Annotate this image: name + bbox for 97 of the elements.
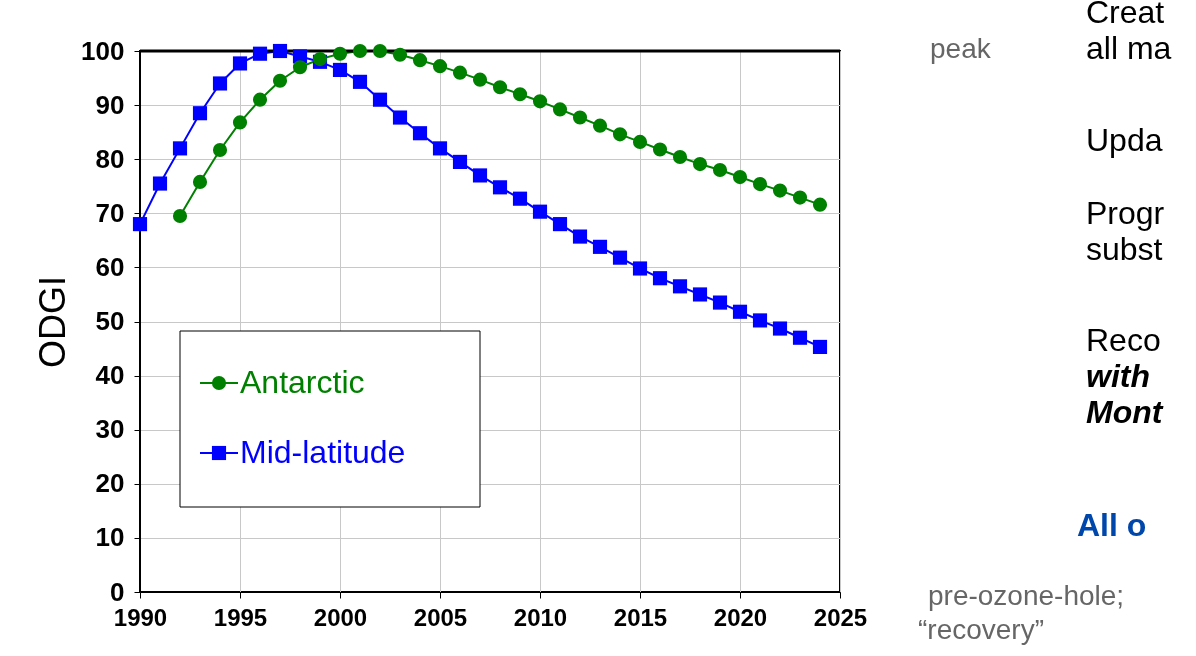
- point: [752, 313, 768, 328]
- point: [492, 180, 508, 195]
- y-tick-label: 20: [95, 468, 125, 499]
- point: [372, 92, 388, 107]
- point: [292, 60, 308, 75]
- point: [572, 110, 588, 125]
- y-axis-title: ODGI: [32, 275, 74, 369]
- point: [792, 330, 808, 345]
- point: [332, 62, 348, 78]
- point: [632, 134, 648, 149]
- x-tick-label: 2020: [713, 603, 768, 631]
- point: [172, 141, 188, 156]
- point: [632, 261, 648, 276]
- text: All o: [1077, 507, 1147, 543]
- y-tick-label: 40: [95, 360, 125, 391]
- x-tick-label: 2025: [813, 603, 868, 631]
- point: [772, 183, 788, 198]
- point: [172, 208, 188, 224]
- legend-label: Mid-latitude: [240, 434, 406, 470]
- text: Progr: [1086, 195, 1165, 231]
- text: subst: [1086, 231, 1163, 267]
- point: [372, 43, 388, 59]
- point: [252, 46, 268, 61]
- point: [652, 142, 668, 157]
- point: [532, 94, 548, 109]
- point: [352, 43, 368, 59]
- point: [672, 279, 688, 294]
- point: [512, 87, 528, 102]
- point: [252, 92, 268, 107]
- y-tick-label: 80: [95, 143, 125, 174]
- text: pre-ozone-hole;: [928, 580, 1125, 611]
- x-tick-label: 2015: [613, 603, 668, 631]
- point: [592, 239, 608, 254]
- point: [272, 43, 288, 59]
- point: [452, 154, 468, 169]
- point: [672, 149, 688, 165]
- point: [572, 229, 588, 244]
- text: all ma: [1086, 30, 1172, 66]
- point: [332, 46, 348, 61]
- point: [612, 127, 628, 142]
- point: [392, 47, 408, 62]
- point: [512, 191, 528, 206]
- y-tick-label: 70: [95, 197, 125, 228]
- point: [152, 176, 168, 191]
- y-tick-label: 30: [95, 414, 125, 445]
- y-tick-label: 90: [95, 89, 125, 120]
- point: [812, 339, 828, 354]
- text: with: [1086, 358, 1150, 394]
- point: [412, 126, 428, 141]
- y-tick-label: 10: [95, 522, 125, 553]
- point: [552, 217, 568, 232]
- point: [732, 170, 748, 185]
- text: Reco: [1086, 322, 1161, 358]
- legend-label: Antarctic: [240, 364, 365, 400]
- point: [752, 177, 768, 192]
- point: [712, 162, 728, 178]
- point: [212, 76, 228, 91]
- point: [212, 142, 228, 158]
- y-tick-label: 60: [95, 251, 125, 282]
- point: [472, 168, 488, 183]
- point: [392, 110, 408, 125]
- point: [452, 65, 468, 80]
- text: peak: [930, 33, 992, 64]
- point: [432, 59, 448, 74]
- text: Mont: [1086, 394, 1164, 430]
- point: [732, 304, 748, 319]
- point: [192, 174, 208, 189]
- point: [692, 157, 708, 172]
- point: [652, 271, 668, 286]
- text: “recovery”: [918, 614, 1045, 645]
- x-tick-label: 2005: [413, 603, 468, 631]
- point: [712, 295, 728, 310]
- point: [812, 197, 828, 212]
- y-tick-label: 50: [95, 306, 125, 336]
- point: [132, 217, 148, 232]
- y-tick-label: 100: [81, 35, 125, 66]
- point: [232, 115, 248, 130]
- point: [612, 250, 628, 265]
- point: [232, 56, 248, 71]
- x-tick-label: 2000: [313, 603, 368, 631]
- point: [192, 106, 208, 121]
- x-tick-label: 1995: [213, 603, 268, 631]
- point: [692, 287, 708, 302]
- point: [552, 102, 568, 117]
- text: Creat: [1086, 0, 1165, 30]
- x-tick-label: 2010: [513, 603, 568, 631]
- point: [792, 190, 808, 205]
- point: [412, 53, 428, 68]
- point: [272, 73, 288, 88]
- point: [532, 204, 548, 219]
- point: [592, 118, 608, 133]
- point: [772, 321, 788, 336]
- point: [432, 141, 448, 156]
- text: Upda: [1086, 122, 1163, 158]
- point: [472, 72, 488, 87]
- point: [352, 74, 368, 89]
- point: [492, 80, 508, 95]
